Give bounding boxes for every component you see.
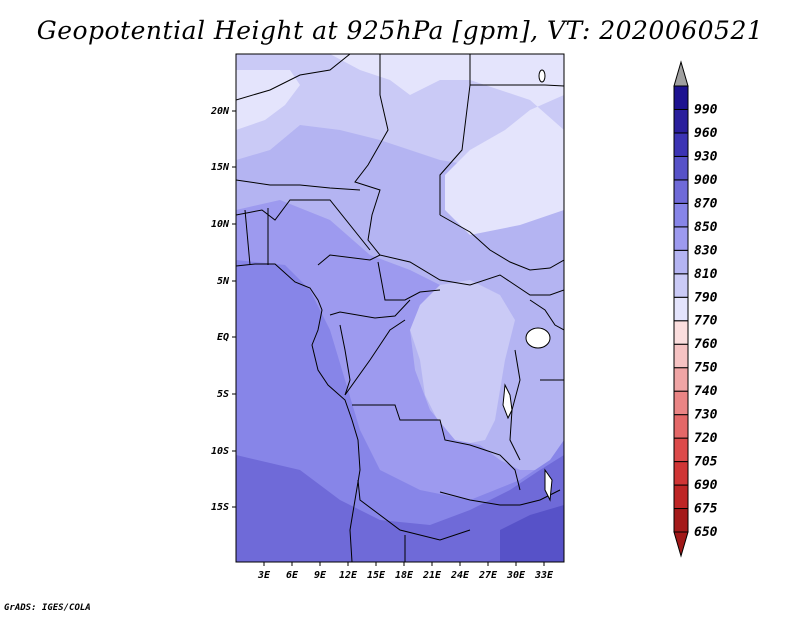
lon-label: 24E [450, 570, 470, 581]
colorbar-block [673, 85, 689, 110]
colorbar-labels: 650 675 690 705 720 730 740 750 760 770 790 810 830 8… [694, 102, 718, 540]
colorbar-block [673, 484, 689, 510]
colorbar-label: 990 [694, 102, 718, 117]
colorbar-block [673, 132, 689, 157]
colorbar-label: 900 [694, 173, 718, 188]
chart-title: Geopotential Height at 925hPa [gpm], VT:… [36, 16, 764, 45]
colorbar-label: 810 [694, 267, 718, 282]
geopotential-field [236, 54, 564, 562]
lon-label: 9E [314, 570, 327, 581]
colorbar-block [673, 414, 689, 439]
lon-label: 21E [422, 570, 442, 581]
colorbar-block [673, 367, 689, 392]
colorbar-label: 930 [694, 149, 718, 164]
lon-label: 33E [534, 570, 554, 581]
colorbar-block [673, 461, 689, 486]
country-borders [236, 54, 564, 562]
field-region-south [236, 455, 564, 562]
colorbar-block [673, 155, 689, 181]
colorbar-label: 760 [694, 337, 718, 352]
map-frame [235, 53, 565, 563]
lake-malawi [544, 468, 553, 502]
colorbar-label: 705 [694, 455, 718, 470]
lon-label: 27E [478, 570, 498, 581]
colorbar-label: 830 [694, 243, 718, 258]
lat-label: EQ [217, 332, 229, 343]
colorbar-block [673, 508, 689, 533]
colorbar-block [673, 390, 689, 416]
lon-label: 6E [286, 570, 299, 581]
lake-small-north [538, 69, 546, 83]
lat-label: 10S [211, 446, 229, 457]
lat-label: 10N [211, 219, 230, 230]
colorbar-block [673, 343, 689, 369]
colorbar-label: 720 [694, 431, 718, 446]
field-region-congo-basin [410, 280, 515, 445]
colorbar-label: 730 [694, 408, 718, 423]
colorbar-label: 770 [694, 314, 718, 329]
colorbar: 650 675 690 705 720 730 740 750 760 770 790 810 830 8… [673, 60, 718, 558]
lakes [502, 69, 553, 502]
colorbar-label: 740 [694, 384, 718, 399]
colorbar-block [673, 320, 689, 345]
field-region-northeast-pale [330, 54, 564, 235]
lon-label: 18E [395, 570, 414, 581]
lat-label: 5S [217, 389, 229, 400]
colorbar-block [673, 179, 689, 204]
lon-label: 12E [339, 570, 358, 581]
colorbar-label: 960 [694, 126, 718, 141]
lake-victoria [525, 327, 551, 349]
lon-axis: 3E 6E 9E 12E 15E 18E 21E 24E 27E 30E 33E [257, 562, 554, 581]
lon-label: 15E [367, 570, 386, 581]
colorbar-label: 750 [694, 361, 718, 376]
colorbar-label: 675 [694, 502, 718, 517]
colorbar-label: 650 [694, 525, 718, 540]
colorbar-blocks [673, 85, 689, 533]
lat-label: 20N [210, 106, 230, 117]
colorbar-block [673, 249, 689, 275]
colorbar-top-arrow [673, 60, 689, 87]
colorbar-bottom-arrow [673, 531, 689, 558]
colorbar-block [673, 226, 689, 251]
grads-credit: GrADS: IGES/COLA [4, 603, 91, 613]
colorbar-block [673, 202, 689, 228]
field-region-northwest-pale [236, 70, 300, 130]
colorbar-block [673, 296, 689, 322]
colorbar-block [673, 108, 689, 134]
lat-label: 5N [217, 276, 230, 287]
lake-tanganyika [502, 383, 513, 420]
lat-label: 15S [211, 502, 229, 513]
field-region-southeast [500, 505, 564, 562]
colorbar-label: 690 [694, 478, 718, 493]
colorbar-label: 850 [694, 220, 718, 235]
lat-axis: 20N 15N 10N 5N EQ 5S 10S 15S [210, 106, 236, 513]
colorbar-label: 790 [694, 290, 718, 305]
lon-label: 3E [257, 570, 271, 581]
colorbar-label: 870 [694, 196, 718, 211]
colorbar-block [673, 273, 689, 298]
lon-label: 30E [506, 570, 526, 581]
colorbar-block [673, 437, 689, 463]
lat-label: 15N [211, 162, 230, 173]
